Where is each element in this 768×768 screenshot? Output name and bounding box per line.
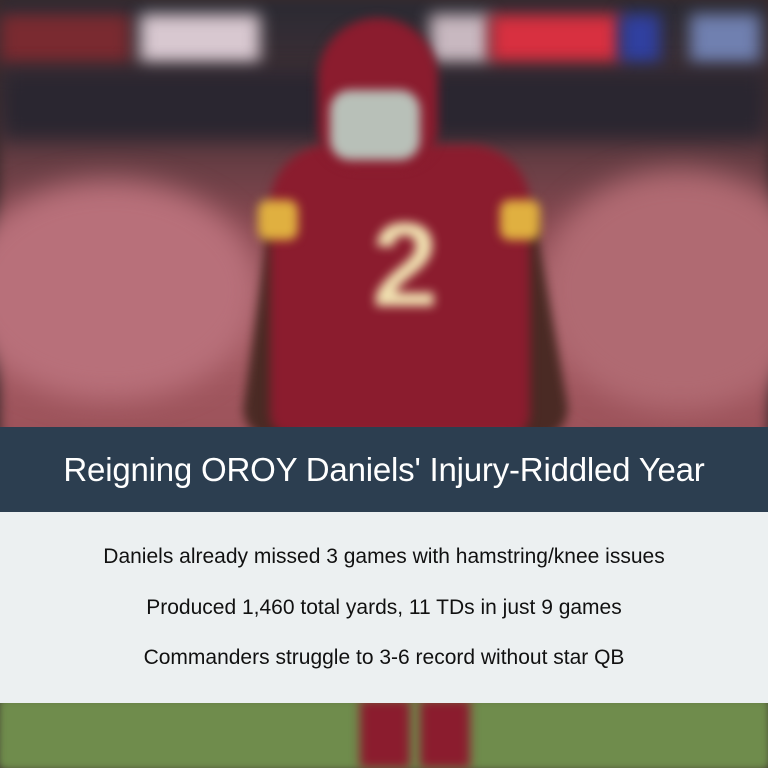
stadium-banner	[490, 14, 620, 64]
jersey-number: 2	[371, 198, 439, 332]
crowd-blur	[540, 170, 768, 410]
stadium-banner	[690, 14, 760, 64]
crowd-blur	[0, 180, 260, 400]
headline: Reigning OROY Daniels' Injury-Riddled Ye…	[63, 450, 705, 488]
key-points-panel: Daniels already missed 3 games with hams…	[0, 512, 768, 703]
stadium-banner	[140, 14, 260, 64]
stadium-banner	[0, 14, 130, 64]
helmet-facemask	[330, 90, 420, 160]
player-jersey	[270, 145, 530, 435]
stadium-banner	[620, 14, 660, 64]
title-band: Reigning OROY Daniels' Injury-Riddled Ye…	[0, 427, 768, 512]
key-point: Daniels already missed 3 games with hams…	[103, 544, 665, 568]
key-point: Produced 1,460 total yards, 11 TDs in ju…	[146, 595, 622, 619]
jersey-trim	[500, 200, 540, 240]
player-leg	[360, 700, 410, 768]
jersey-trim	[258, 200, 298, 240]
stadium-banner	[430, 14, 490, 64]
player-leg	[420, 700, 470, 768]
key-point: Commanders struggle to 3-6 record withou…	[143, 646, 625, 670]
